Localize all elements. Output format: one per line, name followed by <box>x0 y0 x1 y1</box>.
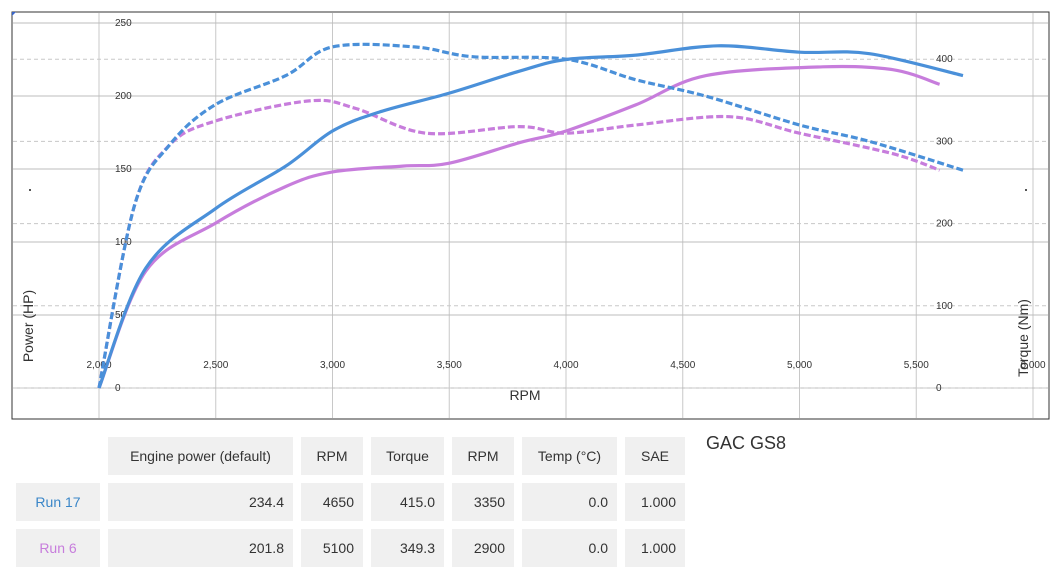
run-label: Run 6 <box>16 529 100 567</box>
run-label: Run 17 <box>16 483 100 521</box>
x-tick-label: 6,000 <box>1020 360 1045 371</box>
cell-power-rpm: 4650 <box>301 483 363 521</box>
header-temp: Temp (°C) <box>522 437 617 475</box>
left-tick-label: 0 <box>115 383 121 394</box>
dyno-chart-svg: 2,000 2,500 3,000 3,500 4,000 4,500 5,000 5,500… <box>11 11 1050 420</box>
x-tick-label: 2,000 <box>86 360 111 371</box>
tick-layer: 2,000 2,500 3,000 3,500 4,000 4,500 5,000 5,500… <box>86 18 1045 394</box>
plot-frame <box>11 11 1050 420</box>
header-torque: Torque <box>371 437 444 475</box>
header-power-rpm: RPM <box>301 437 363 475</box>
left-tick-label: 100 <box>115 237 132 248</box>
header-blank <box>16 437 100 475</box>
right-tick-label: 400 <box>936 54 953 65</box>
left-tick-label: 50 <box>115 310 127 321</box>
x-axis-label: RPM <box>509 387 540 403</box>
cell-torque: 349.3 <box>371 529 444 567</box>
header-engine-power: Engine power (default) <box>108 437 293 475</box>
header-torque-rpm: RPM <box>452 437 514 475</box>
x-tick-label: 3,000 <box>320 360 345 371</box>
x-tick-label: 2,500 <box>203 360 228 371</box>
left-axis-marker <box>29 189 31 191</box>
right-tick-label: 100 <box>936 301 953 312</box>
cell-power-rpm: 5100 <box>301 529 363 567</box>
cell-sae: 1.000 <box>625 529 685 567</box>
vehicle-title: GAC GS8 <box>706 433 787 453</box>
x-tick-label: 5,500 <box>904 360 929 371</box>
cell-torque-rpm: 2900 <box>452 529 514 567</box>
left-tick-label: 200 <box>115 91 132 102</box>
series-line-run-17-power <box>97 44 964 389</box>
left-axis-label: Power (HP) <box>20 290 36 362</box>
right-tick-label: 0 <box>936 383 942 394</box>
results-table: Engine power (default) RPM Torque RPM Te… <box>8 429 693 575</box>
cell-sae: 1.000 <box>625 483 685 521</box>
results-row-run-6: Run 6 201.8 5100 349.3 2900 0.0 1.000 <box>16 529 685 567</box>
x-tick-label: 4,500 <box>670 360 695 371</box>
grid-layer <box>13 13 1048 418</box>
cell-temp: 0.0 <box>522 529 617 567</box>
cell-temp: 0.0 <box>522 483 617 521</box>
series-layer <box>97 42 964 389</box>
x-tick-label: 4,000 <box>553 360 578 371</box>
cell-torque-rpm: 3350 <box>452 483 514 521</box>
left-tick-label: 150 <box>115 164 132 175</box>
cell-torque: 415.0 <box>371 483 444 521</box>
cell-engine-power: 201.8 <box>108 529 293 567</box>
series-line-run-6-torque <box>97 98 941 389</box>
results-row-run-17: Run 17 234.4 4650 415.0 3350 0.0 1.000 <box>16 483 685 521</box>
results-header-row: Engine power (default) RPM Torque RPM Te… <box>16 437 685 475</box>
x-tick-label: 3,500 <box>437 360 462 371</box>
header-sae: SAE <box>625 437 685 475</box>
series-line-run-6-power <box>97 64 941 389</box>
x-tick-label: 5,000 <box>787 360 812 371</box>
dyno-chart: 2,000 2,500 3,000 3,500 4,000 4,500 5,000 5,500… <box>11 11 1050 420</box>
cell-engine-power: 234.4 <box>108 483 293 521</box>
right-axis-label: Torque (Nm) <box>1015 299 1031 377</box>
right-tick-label: 300 <box>936 136 953 147</box>
corner-marker <box>12 12 16 16</box>
left-tick-label: 250 <box>115 18 132 29</box>
right-tick-label: 200 <box>936 219 953 230</box>
right-axis-marker <box>1025 189 1027 191</box>
